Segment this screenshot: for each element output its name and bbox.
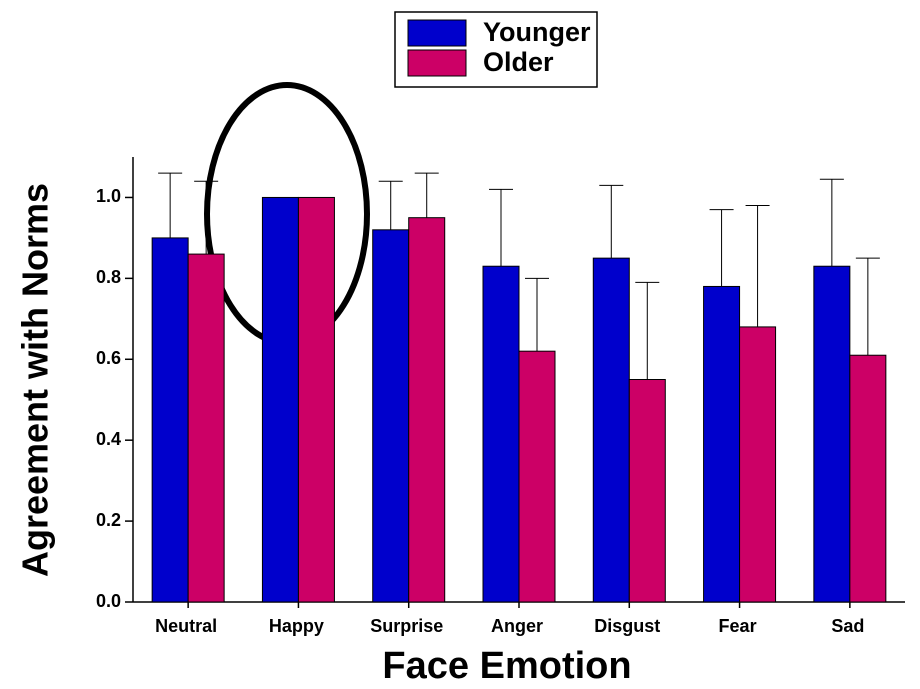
legend-label: Older [483,47,554,77]
x-tick-label: Neutral [155,616,217,636]
bar [372,229,410,603]
bar [739,326,777,603]
bar [849,354,887,603]
bar [408,217,446,603]
bar [297,196,335,603]
bar [518,350,556,603]
bar [703,285,741,603]
x-tick-label: Anger [491,616,543,636]
x-tick-label: Disgust [594,616,660,636]
y-tick-label: 0.2 [96,510,121,530]
bar [151,237,189,603]
bar [187,253,225,603]
x-tick-label: Surprise [370,616,443,636]
legend-swatch [407,49,467,77]
legend-swatch [407,19,467,47]
bar [482,265,520,603]
x-tick-label: Fear [719,616,757,636]
bar [813,265,851,603]
y-tick-label: 0.8 [96,267,121,287]
bar [261,196,299,603]
x-tick-label: Happy [269,616,324,636]
x-axis-title: Face Emotion [382,645,631,687]
x-tick-label: Sad [831,616,864,636]
bar [628,379,666,603]
y-tick-label: 0.4 [96,429,121,449]
y-tick-label: 1.0 [96,186,121,206]
bar [592,257,630,603]
y-tick-label: 0.0 [96,591,121,611]
y-axis-title: Agreement with Norms [15,183,56,577]
y-tick-label: 0.6 [96,348,121,368]
legend-label: Younger [483,17,591,47]
